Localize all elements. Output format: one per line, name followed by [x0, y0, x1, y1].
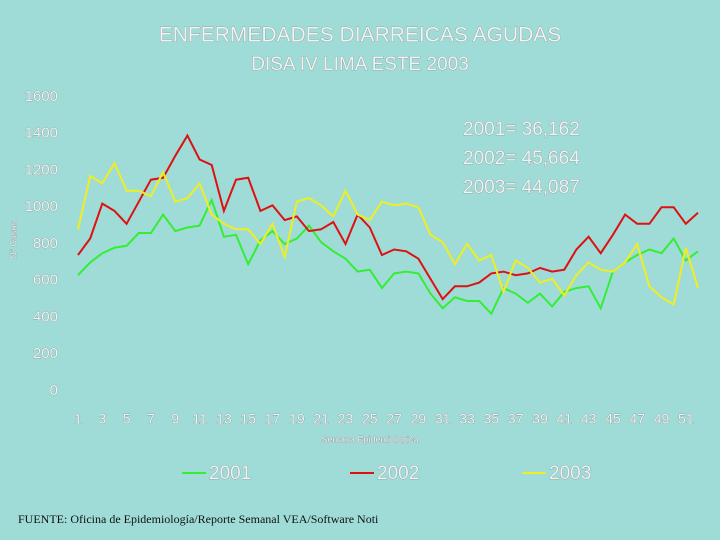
chart-title: ENFERMEDADES DIARREICAS AGUDAS	[159, 24, 562, 47]
x-axis-label: Semana Epidemiologica	[321, 434, 418, 444]
y-axis-label: N° Casos	[8, 220, 18, 259]
x-tick-label: 17	[265, 411, 281, 427]
legend-label: 2001	[209, 463, 251, 484]
x-tick-label: 39	[532, 411, 548, 427]
series-line	[77, 161, 699, 307]
x-tick-label: 43	[581, 411, 597, 427]
y-tick-label: 1400	[25, 125, 58, 142]
x-tick-label: 5	[123, 411, 131, 427]
x-tick-label: 49	[654, 411, 670, 427]
legend-label: 2003	[549, 463, 591, 484]
x-tick-label: 25	[362, 411, 378, 427]
x-tick-label: 37	[508, 411, 524, 427]
x-tick-label: 7	[147, 411, 155, 427]
y-tick-label: 400	[33, 308, 58, 325]
annotation: 2001= 36,162	[463, 119, 580, 140]
x-tick-label: 21	[313, 411, 329, 427]
x-tick-label: 11	[192, 411, 207, 427]
x-tick-label: 45	[605, 411, 621, 427]
y-tick-label: 800	[33, 235, 58, 252]
x-tick-label: 15	[240, 411, 256, 427]
series-line	[77, 133, 699, 301]
x-tick-label: 29	[411, 411, 427, 427]
x-tick-label: 27	[386, 411, 402, 427]
y-tick-label: 1000	[25, 198, 58, 215]
x-tick-label: 3	[98, 411, 106, 427]
chart-subtitle: DISA IV LIMA ESTE 2003	[251, 54, 469, 75]
x-tick-label: 47	[629, 411, 645, 427]
x-tick-label: 13	[216, 411, 232, 427]
source-note: FUENTE: Oficina de Epidemiología/Reporte…	[18, 512, 379, 526]
y-tick-label: 1600	[25, 88, 58, 105]
x-tick-label: 1	[74, 411, 82, 427]
y-tick-label: 600	[33, 272, 58, 289]
x-tick-label: 51	[678, 411, 694, 427]
y-tick-label: 200	[33, 345, 58, 362]
x-tick-label: 33	[459, 411, 475, 427]
series-line	[77, 197, 699, 316]
x-tick-label: 41	[556, 411, 572, 427]
y-tick-label: 1200	[25, 161, 58, 178]
annotation: 2003= 44,087	[463, 177, 580, 198]
x-tick-label: 9	[171, 411, 179, 427]
x-tick-label: 23	[338, 411, 354, 427]
legend-label: 2002	[377, 463, 419, 484]
y-tick-label: 0	[50, 382, 58, 399]
x-tick-label: 19	[289, 411, 305, 427]
annotation: 2002= 45,664	[463, 148, 580, 169]
x-tick-label: 35	[484, 411, 500, 427]
x-tick-label: 31	[435, 411, 451, 427]
